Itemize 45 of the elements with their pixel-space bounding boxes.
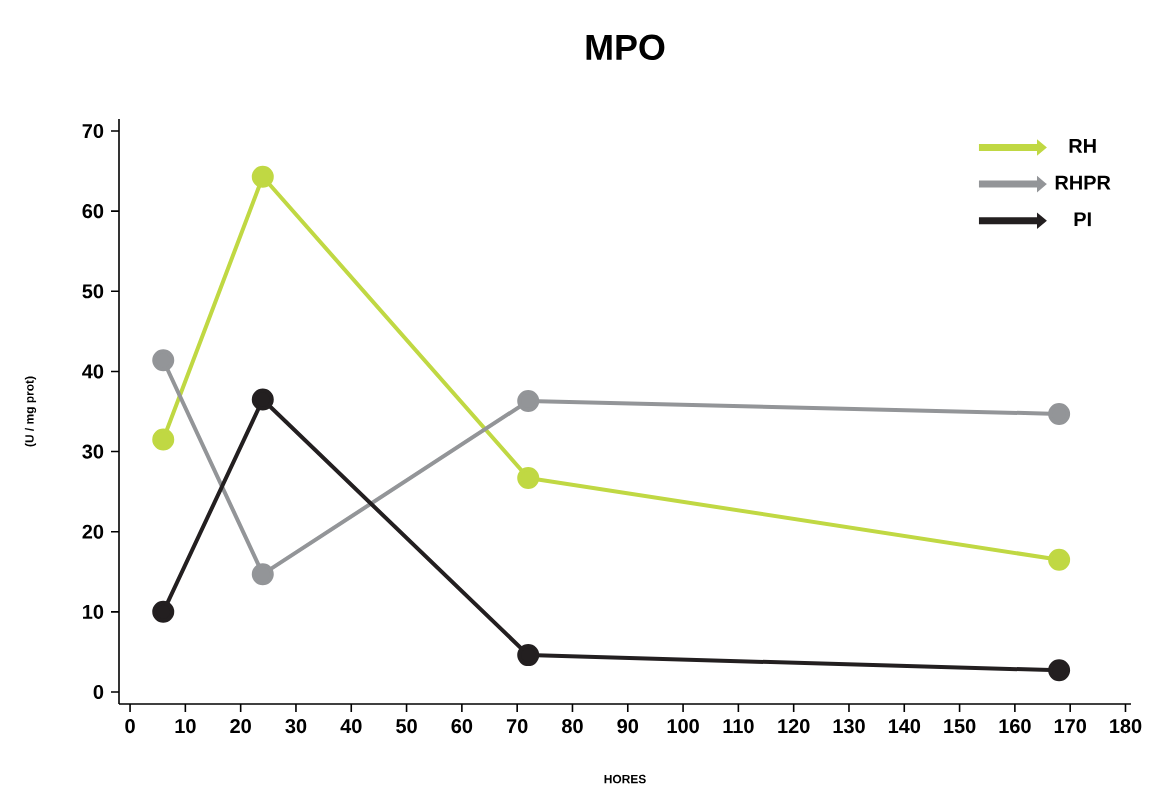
- point: [152, 600, 175, 623]
- x-tick-label: 110: [723, 719, 754, 734]
- point: [152, 349, 175, 372]
- point: [1048, 402, 1071, 425]
- point: [1048, 548, 1071, 571]
- x-tick-label: 150: [944, 719, 976, 734]
- x-tick-label: 90: [617, 719, 639, 734]
- x-tick-label: 160: [999, 719, 1031, 734]
- y-axis-title: (U / mg prot): [24, 376, 37, 447]
- x-tick-label: 170: [1054, 719, 1086, 734]
- chart-title: MPO: [586, 34, 665, 61]
- y-tick-label: 40: [82, 364, 104, 379]
- x-tick-label: 70: [506, 719, 528, 734]
- legend-label: RHPR: [1055, 175, 1111, 190]
- x-tick-label: 20: [230, 719, 251, 734]
- x-tick-label: 180: [1110, 719, 1142, 734]
- y-tick-label: 30: [82, 444, 104, 459]
- point: [517, 467, 540, 490]
- x-tick-label: 50: [396, 719, 417, 734]
- x-tick-label: 140: [888, 719, 921, 734]
- x-tick-label: 60: [451, 719, 473, 734]
- point: [251, 165, 274, 188]
- point: [517, 644, 540, 667]
- y-tick-label: 20: [82, 524, 104, 539]
- x-tick-label: 0: [125, 719, 135, 734]
- x-tick-label: 40: [340, 719, 362, 734]
- y-tick-label: 50: [82, 284, 104, 299]
- legend-label: RH: [1069, 139, 1096, 153]
- point: [517, 390, 540, 413]
- point: [251, 563, 274, 586]
- x-tick-label: 120: [778, 719, 810, 734]
- legend-label: PI: [1074, 212, 1091, 227]
- y-tick-label: 60: [82, 204, 104, 219]
- y-tick-label: 10: [83, 604, 104, 619]
- y-tick-label: 70: [82, 123, 104, 139]
- x-tick-label: 80: [562, 719, 583, 734]
- point: [251, 388, 274, 411]
- point: [1048, 659, 1071, 682]
- x-tick-label: 130: [833, 719, 865, 734]
- point: [152, 428, 175, 451]
- x-tick-label: 10: [175, 719, 196, 734]
- x-tick-label: 100: [667, 719, 699, 734]
- y-tick-label: 0: [93, 684, 104, 700]
- x-axis-title: HORES: [604, 774, 646, 784]
- x-tick-label: 30: [285, 719, 307, 734]
